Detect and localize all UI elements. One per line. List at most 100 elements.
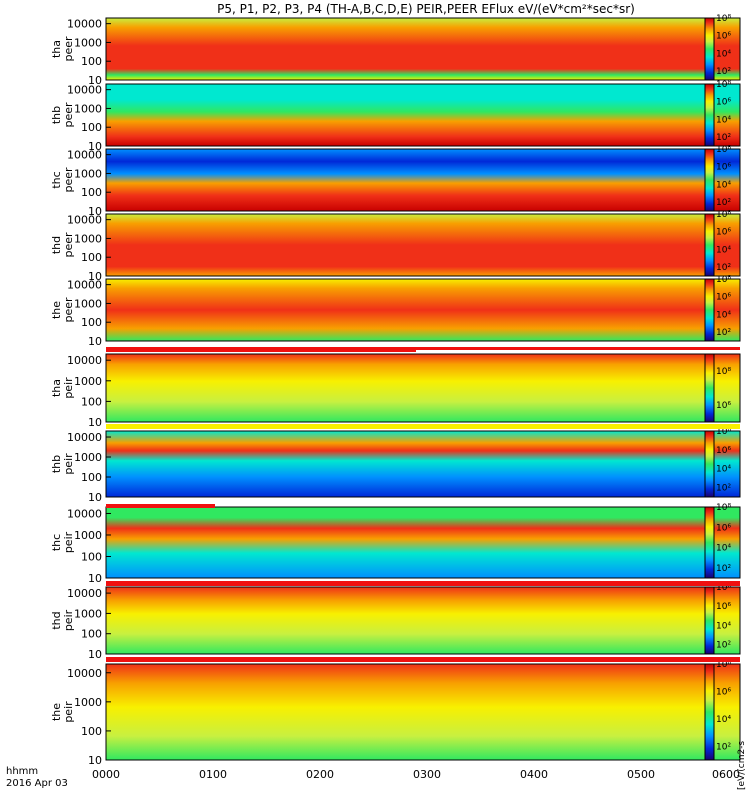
y-tick-label: 1000 bbox=[74, 451, 102, 464]
y-tick-label: 1000 bbox=[74, 607, 102, 620]
y-axis-label: peer bbox=[62, 297, 75, 323]
panel-tha-peer: 10000 1000 100 10 tha peer 10⁸ 10⁶ 10⁴ 10² bbox=[50, 14, 741, 87]
colorbar-tick-label: 10² bbox=[716, 328, 731, 338]
time-tick-0300: 0300 bbox=[413, 768, 441, 781]
colorbar-tick-label: 10² bbox=[716, 67, 731, 77]
y-axis-label: peir bbox=[62, 377, 75, 399]
colorbar-thb-peer bbox=[704, 83, 715, 147]
panel-the-peer: 10000 1000 100 10 the peer 10⁸ 10⁶ 10⁴ 10² bbox=[50, 275, 741, 348]
time-tick-0200: 0200 bbox=[306, 768, 334, 781]
colorbar-tick-label: 10⁸ bbox=[716, 503, 731, 513]
y-tick-label: 100 bbox=[81, 316, 102, 329]
colorbar-tick-label: 10⁸ bbox=[716, 583, 731, 593]
panel-thc-peer: 10000 1000 100 10 thc peer 10⁸ 10⁶ 10⁴ 10² bbox=[50, 145, 741, 218]
y-tick-label: 10000 bbox=[67, 149, 102, 162]
y-tick-label: 1000 bbox=[74, 167, 102, 180]
time-tick-0100: 0100 bbox=[199, 768, 227, 781]
colorbar-unit-label: [eV/(cm2-s bbox=[737, 741, 747, 790]
colorbar-tick-label: 10⁶ bbox=[716, 228, 731, 238]
y-axis-label: thc bbox=[50, 534, 63, 551]
colorbar-tick-label: 10² bbox=[716, 564, 731, 574]
mode-flag-bar bbox=[106, 504, 215, 508]
y-axis-label: the bbox=[50, 703, 63, 721]
panel-the-peir: 10000 1000 100 10 the peir 10⁸ 10⁶ 10⁴ 10² bbox=[50, 660, 741, 767]
y-axis-label: peer bbox=[62, 36, 75, 62]
spectrogram-the-peir bbox=[105, 663, 741, 761]
colorbar-tick-label: 10⁸ bbox=[716, 367, 731, 377]
y-axis-label: the bbox=[50, 301, 63, 319]
colorbar-tick-label: 10⁶ bbox=[716, 32, 731, 42]
time-tick-0500: 0500 bbox=[627, 768, 655, 781]
y-tick-label: 100 bbox=[81, 121, 102, 134]
mode-flag-bar bbox=[106, 657, 740, 662]
colorbar-thc-peer bbox=[704, 148, 715, 212]
colorbar-tick-label: 10² bbox=[716, 484, 731, 494]
colorbar-tick-label: 10⁴ bbox=[716, 115, 731, 125]
spectrogram-tha-peer bbox=[105, 17, 741, 81]
y-tick-label: 1000 bbox=[74, 232, 102, 245]
y-tick-label: 100 bbox=[81, 628, 102, 641]
spectrogram-thd-peir bbox=[105, 586, 741, 655]
y-tick-label: 100 bbox=[81, 186, 102, 199]
spectrogram-tha-peir bbox=[105, 353, 741, 423]
y-tick-label: 10 bbox=[88, 335, 102, 348]
y-tick-label: 1000 bbox=[74, 297, 102, 310]
colorbar-tick-label: 10⁴ bbox=[716, 465, 731, 475]
y-tick-label: 10000 bbox=[67, 507, 102, 520]
colorbar-tick-label: 10⁶ bbox=[716, 98, 731, 108]
colorbar-tick-label: 10⁸ bbox=[716, 210, 731, 220]
y-axis-label: peir bbox=[62, 531, 75, 553]
colorbar-the-peir bbox=[704, 663, 715, 761]
panel-thb-peir: 10000 1000 100 10 thb peir 10⁸ 10⁶ 10⁴ 10² bbox=[50, 427, 741, 504]
y-tick-label: 10 bbox=[88, 416, 102, 429]
colorbar-tick-label: 10⁶ bbox=[716, 401, 731, 411]
panel-thc-peir: 10000 1000 100 10 thc peir 10⁸ 10⁶ 10⁴ 10² bbox=[50, 503, 741, 585]
y-tick-label: 10000 bbox=[67, 84, 102, 97]
colorbar-tick-label: 10² bbox=[716, 742, 731, 752]
y-tick-label: 1000 bbox=[74, 529, 102, 542]
y-tick-label: 10000 bbox=[67, 431, 102, 444]
colorbar-tick-label: 10⁸ bbox=[716, 427, 731, 437]
y-tick-label: 1000 bbox=[74, 375, 102, 388]
y-tick-label: 10000 bbox=[67, 18, 102, 31]
colorbar-tick-label: 10⁶ bbox=[716, 293, 731, 303]
colorbar-tha-peer bbox=[704, 17, 715, 81]
panel-thd-peer: 10000 1000 100 10 thd peer 10⁸ 10⁶ 10⁴ 10² bbox=[50, 210, 741, 283]
y-tick-label: 100 bbox=[81, 725, 102, 738]
colorbar-tick-label: 10⁶ bbox=[716, 523, 731, 533]
colorbar-thb-peir bbox=[704, 430, 715, 498]
colorbar-thc-peir bbox=[704, 506, 715, 579]
colorbar-tick-label: 10⁶ bbox=[716, 602, 731, 612]
colorbar-tick-label: 10² bbox=[716, 640, 731, 650]
y-tick-label: 10 bbox=[88, 205, 102, 218]
spectrogram-thb-peir bbox=[105, 430, 741, 498]
y-axis-label: peir bbox=[62, 609, 75, 631]
spectrogram-thb-peer bbox=[105, 83, 741, 147]
colorbar-tick-label: 10⁴ bbox=[716, 49, 731, 59]
y-tick-label: 10000 bbox=[67, 279, 102, 292]
colorbar-tick-label: 10² bbox=[716, 133, 731, 143]
time-tick-0400: 0400 bbox=[520, 768, 548, 781]
colorbar-tick-label: 10⁸ bbox=[716, 145, 731, 155]
y-tick-label: 10000 bbox=[67, 667, 102, 680]
time-axis: hhmm 2016 Apr 03 0000 0100 0200 0300 040… bbox=[6, 766, 740, 789]
y-tick-label: 10 bbox=[88, 754, 102, 767]
y-tick-label: 10 bbox=[88, 270, 102, 283]
colorbar-tick-label: 10⁶ bbox=[716, 163, 731, 173]
panel-thb-peer: 10000 1000 100 10 thb peer 10⁸ 10⁶ 10⁴ 10² bbox=[50, 80, 741, 153]
mode-flag-bar bbox=[416, 347, 740, 350]
y-tick-label: 100 bbox=[81, 251, 102, 264]
time-axis-label-top: hhmm bbox=[6, 766, 38, 777]
colorbar-tick-label: 10⁴ bbox=[716, 245, 731, 255]
spectrogram-thc-peir bbox=[105, 506, 741, 579]
time-tick-0000: 0000 bbox=[92, 768, 120, 781]
colorbar-tick-label: 10⁸ bbox=[716, 660, 731, 670]
y-tick-label: 10 bbox=[88, 74, 102, 87]
colorbar-tick-label: 10² bbox=[716, 263, 731, 273]
colorbar-tick-label: 10⁴ bbox=[716, 310, 731, 320]
colorbar-the-peer bbox=[704, 278, 715, 342]
colorbar-tick-label: 10⁶ bbox=[716, 446, 731, 456]
y-tick-label: 10000 bbox=[67, 354, 102, 367]
y-tick-label: 100 bbox=[81, 55, 102, 68]
